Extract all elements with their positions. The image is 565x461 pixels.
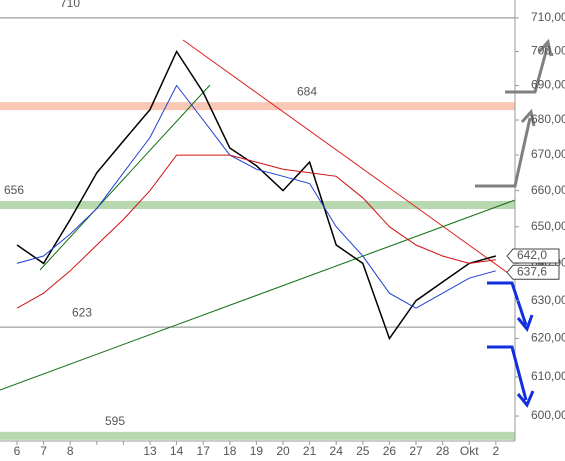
x-tick-label: 18 bbox=[223, 444, 237, 458]
level-band bbox=[0, 431, 515, 440]
y-tick-label: 680,00 bbox=[531, 112, 565, 126]
y-tick-label: 600,00 bbox=[531, 408, 565, 422]
y-tick-label: 690,00 bbox=[531, 78, 565, 92]
x-tick-label: 26 bbox=[383, 444, 397, 458]
x-tick-label: 6 bbox=[14, 444, 21, 458]
arrow bbox=[505, 47, 549, 94]
arrow bbox=[487, 281, 528, 326]
level-label: 595 bbox=[105, 414, 125, 428]
level-band bbox=[0, 201, 515, 210]
y-tick-label: 660,00 bbox=[531, 183, 565, 197]
trend-line bbox=[39, 84, 211, 271]
price-tag bbox=[506, 264, 560, 280]
arrow bbox=[487, 345, 528, 401]
x-tick-label: 14 bbox=[170, 444, 184, 458]
x-tick-label: 19 bbox=[250, 444, 264, 458]
x-tick-label: 17 bbox=[197, 444, 211, 458]
series-line bbox=[16, 154, 496, 309]
arrow-head bbox=[516, 314, 534, 333]
y-tick-label: 630,00 bbox=[531, 293, 565, 307]
y-tick-label: 650,00 bbox=[531, 219, 565, 233]
y-tick-label: 710,00 bbox=[531, 10, 565, 24]
arrow-head bbox=[520, 108, 536, 127]
trend-line bbox=[0, 199, 516, 391]
y-tick-label: 620,00 bbox=[531, 331, 565, 345]
levels: 710 684 656 623 595 bbox=[0, 0, 515, 440]
arrows bbox=[475, 38, 553, 408]
x-tick-label: 20 bbox=[276, 444, 290, 458]
price-label: 642,0 bbox=[517, 248, 547, 262]
arrow bbox=[475, 117, 532, 188]
level-label: 684 bbox=[297, 84, 317, 98]
price-tag bbox=[506, 248, 560, 264]
arrow-head bbox=[516, 390, 535, 408]
price-label: 637,6 bbox=[517, 264, 547, 278]
x-tick-label: 25 bbox=[356, 444, 370, 458]
x-tick-label: 21 bbox=[303, 444, 317, 458]
series-line bbox=[16, 84, 496, 309]
arrow-head bbox=[537, 38, 553, 57]
level-label: 656 bbox=[4, 183, 24, 197]
x-tick-label: 24 bbox=[330, 444, 344, 458]
level-band bbox=[0, 102, 515, 111]
x-tick-label: 2 bbox=[492, 444, 499, 458]
y-tick-label: 610,00 bbox=[531, 369, 565, 383]
x-tick-label: 13 bbox=[143, 444, 157, 458]
level-label: 623 bbox=[72, 305, 92, 319]
x-tick-label: 7 bbox=[40, 444, 47, 458]
plot bbox=[16, 49, 497, 341]
y-tick-label: 670,00 bbox=[531, 147, 565, 161]
x-tick-label: Okt bbox=[460, 444, 479, 458]
level-label: 710 bbox=[60, 0, 80, 10]
trend-line bbox=[182, 39, 516, 279]
y-tick-label: 700,00 bbox=[531, 44, 565, 58]
series-line bbox=[16, 49, 497, 341]
x-tick-label: 8 bbox=[67, 444, 74, 458]
x-tick-label: 27 bbox=[409, 444, 423, 458]
x-tick-label: 28 bbox=[436, 444, 450, 458]
